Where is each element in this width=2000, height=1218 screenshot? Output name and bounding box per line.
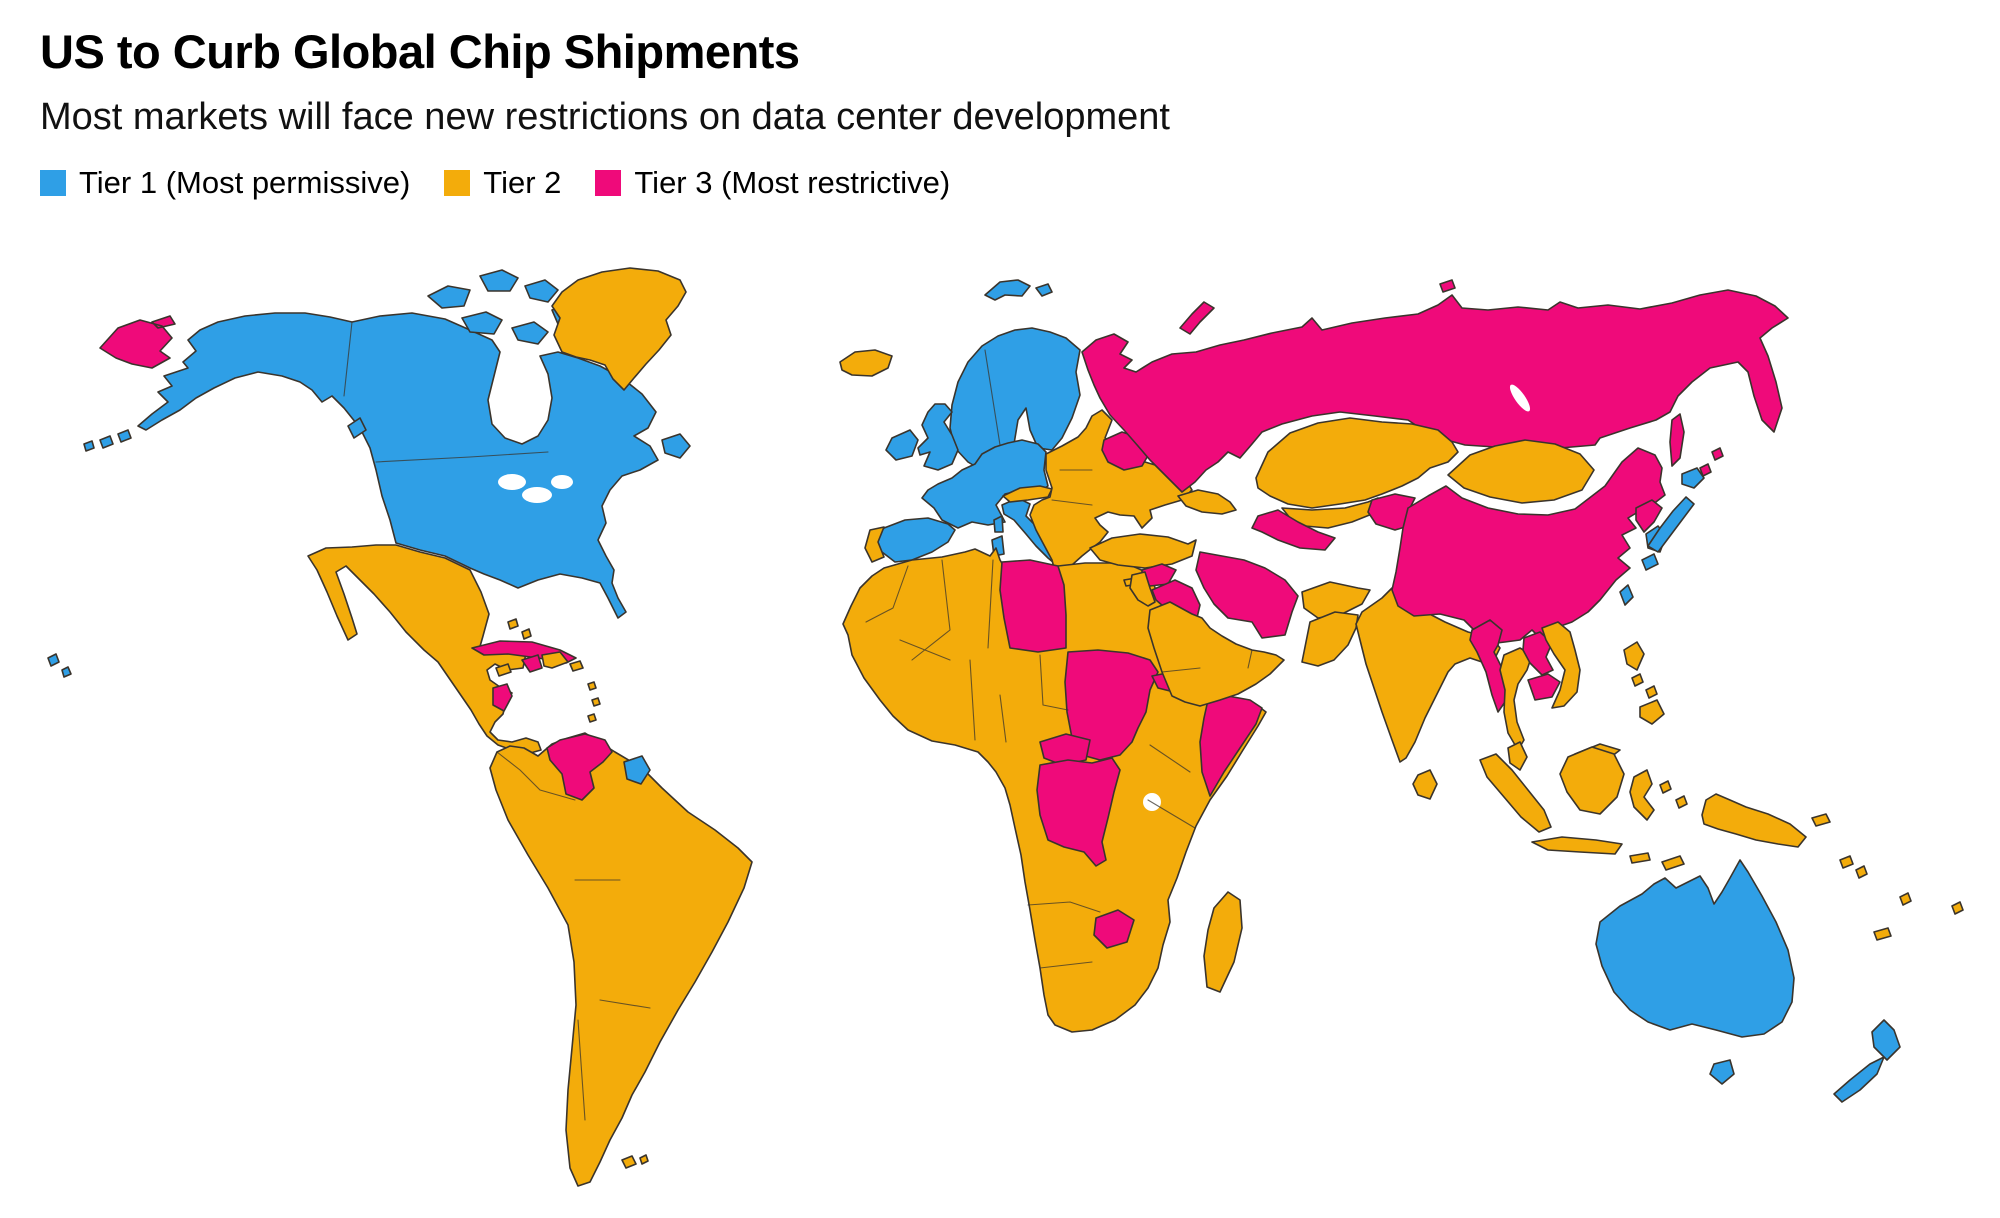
region-north-korea [1635,499,1663,533]
region-south-east-asia [1355,439,1831,871]
region-south-america-mainland [489,732,753,1187]
region-iran [1195,551,1299,639]
region-thailand [1499,647,1533,751]
page-subtitle: Most markets will face new restrictions … [40,95,1170,138]
legend-label-tier1: Tier 1 (Most permissive) [79,164,411,200]
chart-header: US to Curb Global Chip Shipments Most ma… [40,26,1170,201]
legend-label-tier2: Tier 2 [483,164,562,200]
region-afghanistan [1301,581,1371,619]
region-sudan-south-sudan [1064,649,1159,761]
region-levant [1129,571,1156,607]
region-north-america [47,267,691,755]
region-haiti [521,654,543,673]
region-caucasus [1177,489,1237,515]
region-taiwan [1619,584,1634,606]
region-svalbard [984,279,1053,301]
internal-borders [343,321,1253,1121]
region-zimbabwe [1093,909,1135,949]
tier1-swatch-icon [40,169,66,196]
region-pacific-islands [1839,855,1964,941]
region-somalia [1199,695,1263,797]
region-dr-congo [1036,757,1121,867]
region-russia [1081,279,1789,493]
borders-arabia [1161,649,1253,673]
region-vancouver-island [347,417,367,439]
lakes-great-lakes [498,474,573,503]
region-newfoundland [661,433,691,459]
region-tasmania [1709,1059,1735,1085]
tier2-swatch-icon [444,169,471,196]
region-vietnam [1541,621,1581,709]
region-sri-lanka [1412,769,1438,800]
borders-south-america [496,751,651,1121]
region-central-african-republic [1039,733,1091,766]
region-ireland [885,429,919,461]
tier3-swatch-icon [595,169,622,196]
lake-superior [498,474,526,490]
region-russia-mainland [1081,289,1789,493]
region-caribbean-islands [495,618,601,723]
region-united-kingdom [917,403,959,471]
region-philippines [1623,641,1665,725]
region-indonesia [1479,746,1688,871]
page-title: US to Curb Global Chip Shipments [40,25,800,78]
region-china [1391,447,1666,645]
region-libya [999,559,1067,653]
region-falkland-islands [621,1154,649,1169]
region-arabian-peninsula [1147,601,1285,707]
region-nicaragua [492,683,513,712]
region-pakistan [1301,611,1359,667]
lake-michigan-huron [522,487,552,503]
region-french-guiana [623,755,651,785]
region-sakhalin-kurils [1669,413,1724,477]
borders-africa [865,559,1196,969]
border-alaska-canada [343,321,353,397]
region-oceania [1595,855,1964,1103]
lake-baikal [1509,384,1531,412]
region-dominican-republic [541,651,569,669]
borders-europe [984,349,1093,506]
region-mongolia [1447,439,1595,504]
region-switzerland-austria [1002,485,1053,503]
region-turkmenistan [1251,509,1336,551]
region-new-zealand [1833,1019,1901,1103]
region-madagascar [1203,891,1243,993]
region-aleutian-islands [83,429,132,452]
legend: Tier 1 (Most permissive) Tier 2 Tier 3 (… [40,165,1170,201]
legend-item-tier3: Tier 3 (Most restrictive) [595,165,950,201]
region-cambodia [1527,673,1561,701]
region-greenland [551,267,687,391]
region-iceland [839,349,893,377]
lake-erie-ontario [551,475,573,489]
border-usa-canada [375,451,549,463]
region-spain [873,517,956,563]
region-russia-chukotka-wrap [99,315,176,369]
region-venezuela [546,733,613,801]
region-middle-east-central-asia [1089,417,1459,707]
region-kazakhstan [1255,417,1459,509]
region-hawaii [47,653,72,678]
region-portugal [864,526,885,563]
region-south-america [489,732,753,1187]
legend-item-tier2: Tier 2 [444,165,561,201]
region-australia [1595,859,1795,1038]
region-novaya-zemlya [1179,279,1456,335]
legend-label-tier3: Tier 3 (Most restrictive) [634,164,951,200]
region-japan [1641,467,1705,571]
region-papua-new-guinea [1701,793,1831,848]
region-france-germany-benelux [921,439,1049,529]
legend-item-tier1: Tier 1 (Most permissive) [40,165,410,201]
